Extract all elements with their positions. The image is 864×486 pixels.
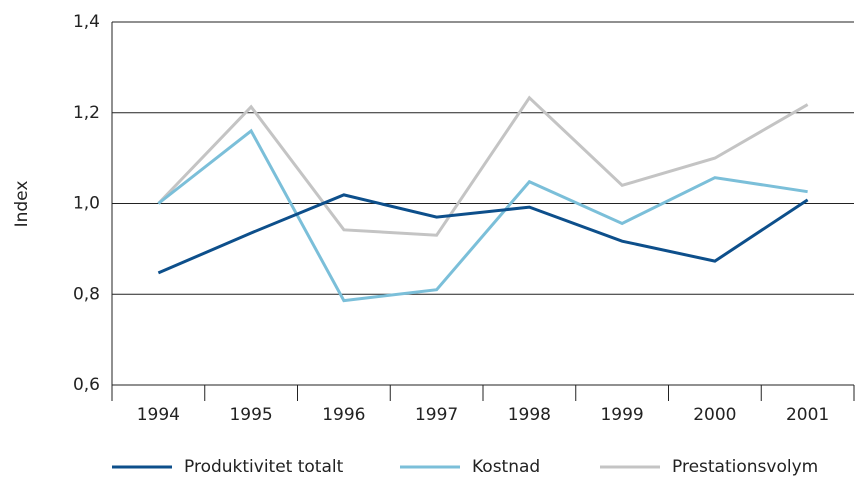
series-line: [157, 193, 809, 275]
series-line: [157, 128, 808, 303]
y-tick-label: 1,0: [73, 194, 100, 214]
legend-label: Kostnad: [472, 457, 540, 477]
x-tick-label: 1998: [508, 405, 551, 425]
x-tick-label: 1996: [322, 405, 365, 425]
x-tick-label: 1997: [415, 405, 458, 425]
y-tick-label: 1,2: [73, 103, 100, 123]
series-line: [157, 95, 809, 237]
x-tick-label: 1999: [600, 405, 643, 425]
legend-label: Prestationsvolym: [672, 457, 818, 477]
legend-label: Produktivitet totalt: [184, 457, 344, 477]
y-tick-label: 0,6: [73, 375, 100, 395]
x-tick-label: 1994: [137, 405, 180, 425]
x-tick-label: 2000: [693, 405, 736, 425]
y-axis-label: Index: [12, 181, 32, 228]
y-tick-label: 1,4: [73, 12, 100, 32]
x-tick-label: 2001: [786, 405, 829, 425]
x-tick-label: 1995: [229, 405, 272, 425]
y-tick-label: 0,8: [73, 284, 100, 304]
